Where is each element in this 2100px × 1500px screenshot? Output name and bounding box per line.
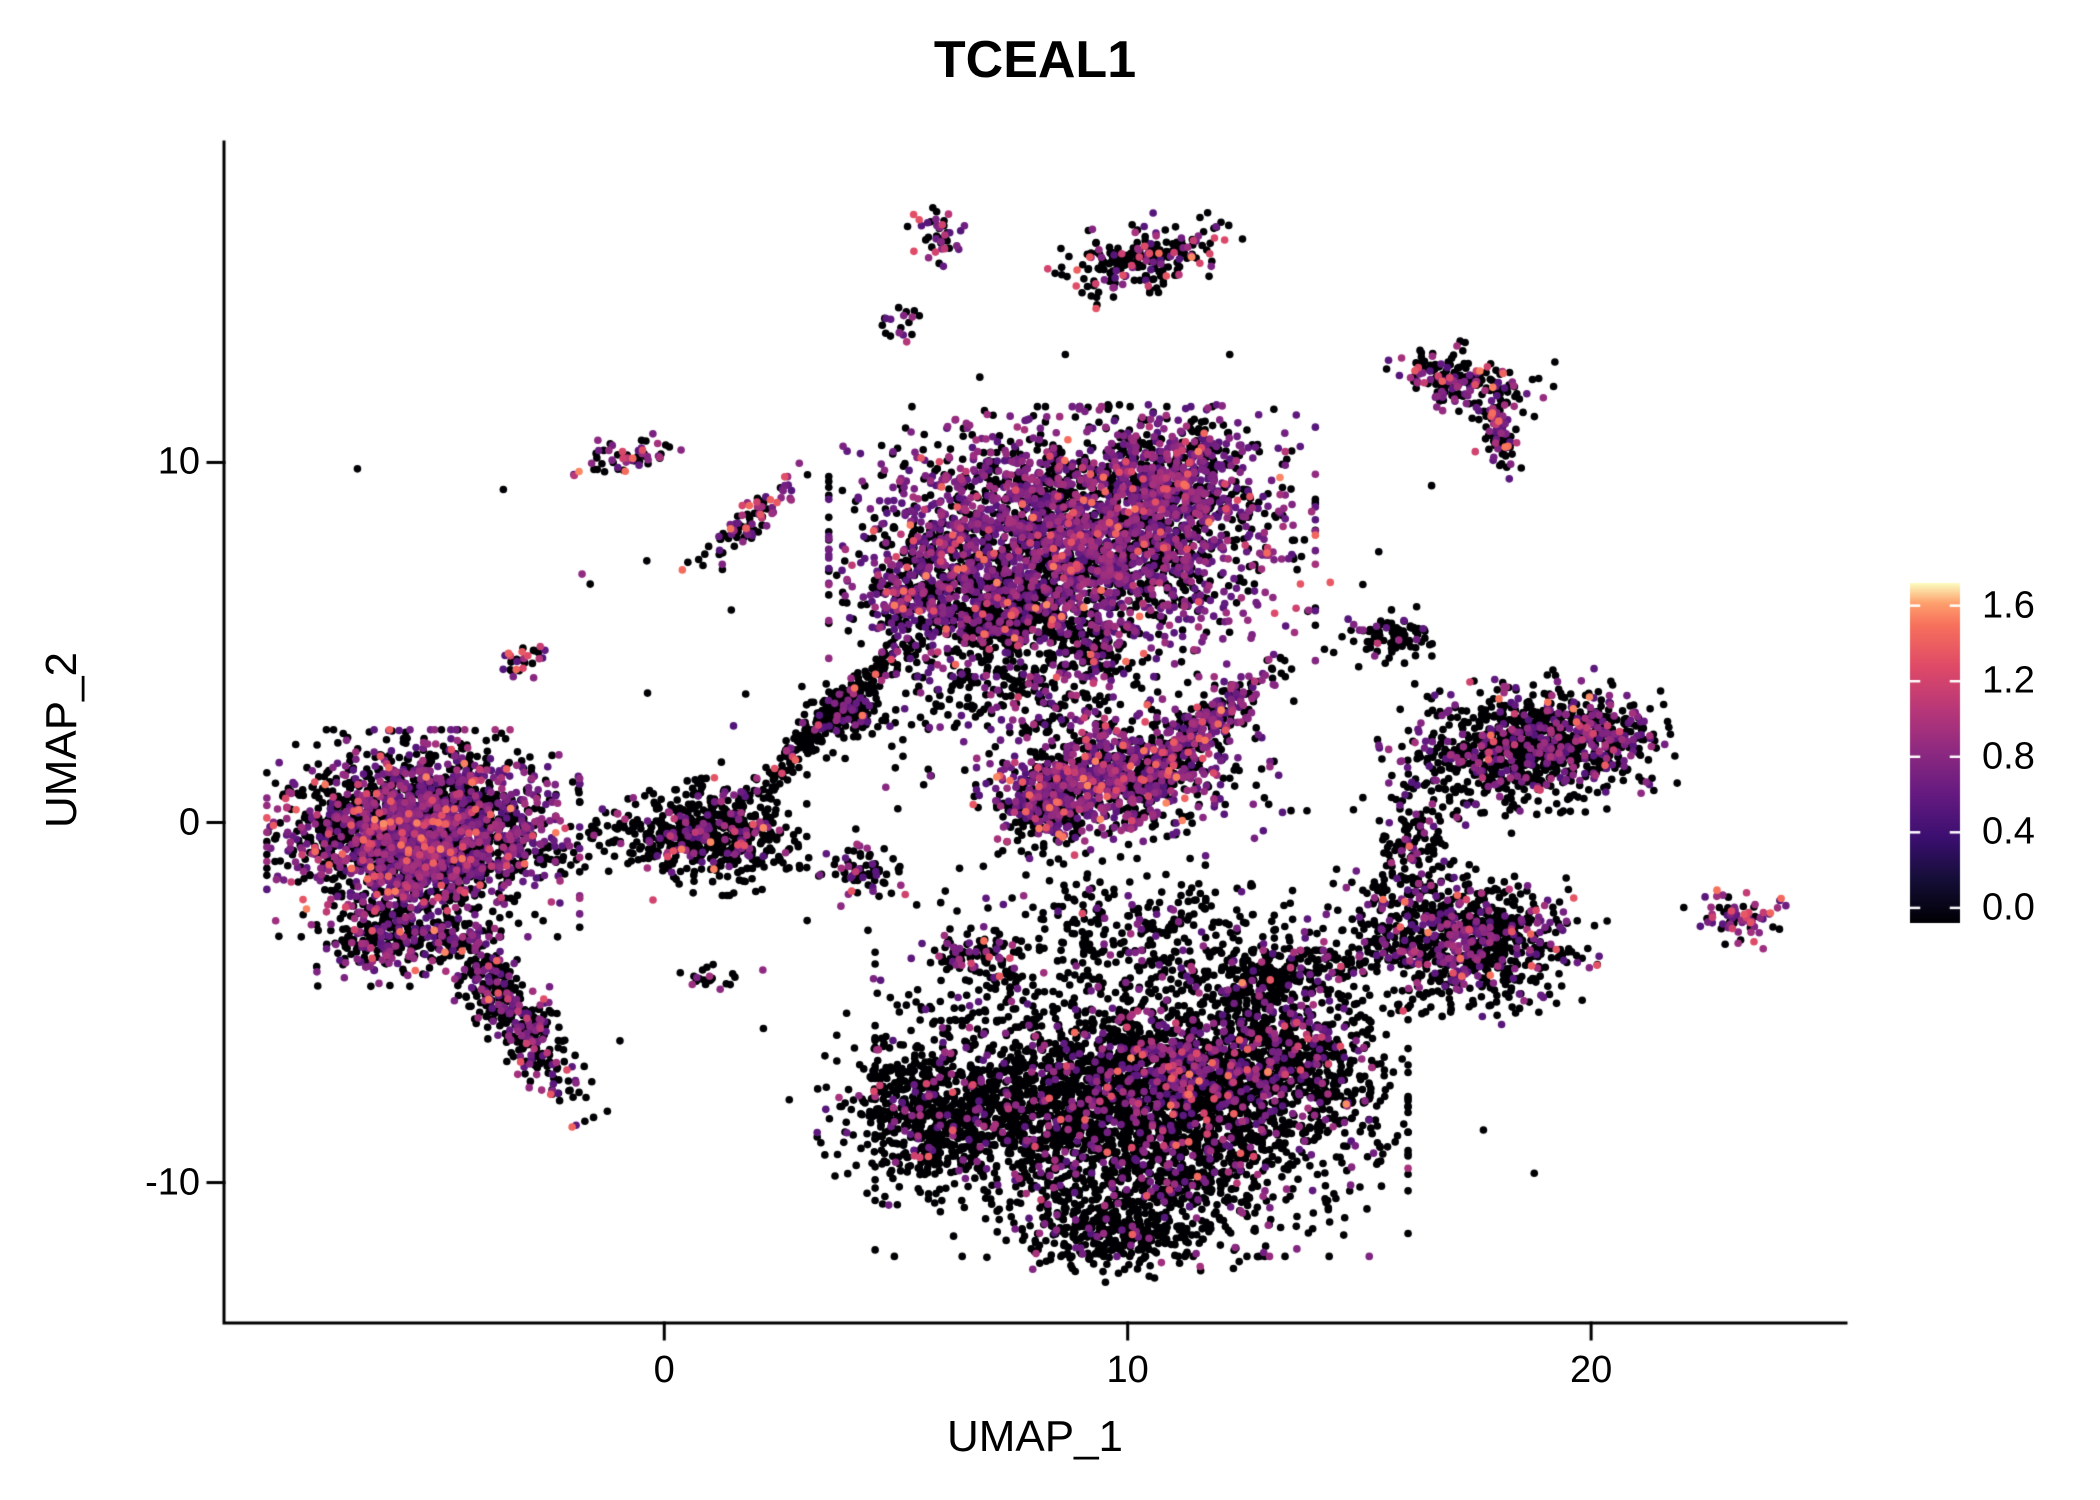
y-tick-label: 10 bbox=[157, 440, 200, 483]
colorbar-tick-label: 1.6 bbox=[1982, 584, 2035, 627]
colorbar-tick-label: 0.8 bbox=[1982, 735, 2035, 778]
x-axis-label: UMAP_1 bbox=[946, 1412, 1124, 1461]
colorbar-tick-label: 0.4 bbox=[1982, 810, 2035, 853]
colorbar-tick-label: 1.2 bbox=[1982, 659, 2035, 702]
y-tick-label: 0 bbox=[178, 801, 200, 843]
y-tick-label: -10 bbox=[145, 1161, 200, 1204]
x-tick-label: 10 bbox=[1106, 1349, 1149, 1391]
colorbar-tick-label: 0.0 bbox=[1982, 886, 2035, 929]
plot-title: TCEAL1 bbox=[933, 31, 1137, 89]
x-tick-label: 20 bbox=[1569, 1349, 1613, 1391]
x-tick-label: 0 bbox=[653, 1349, 675, 1391]
